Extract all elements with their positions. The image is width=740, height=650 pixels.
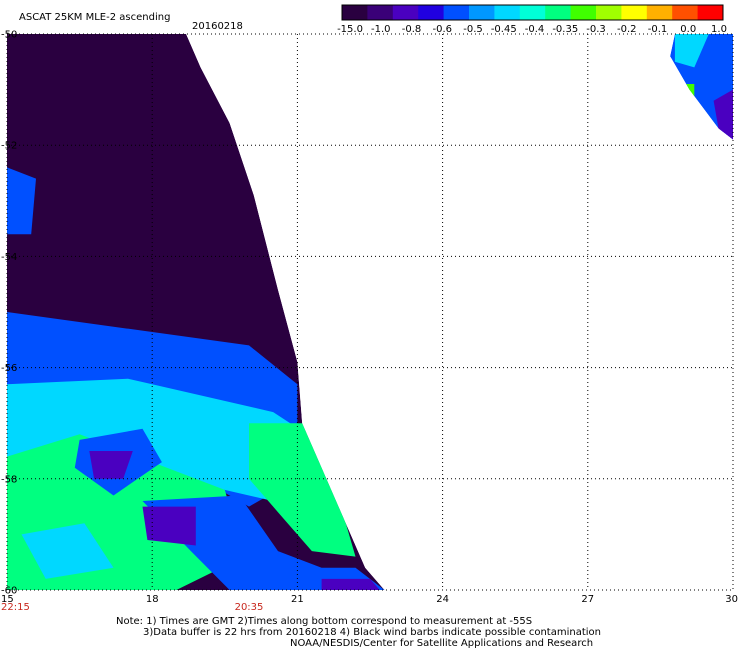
value-zone: [89, 451, 133, 479]
colorbar-label: -0.1: [648, 24, 668, 35]
time-label: 22:15: [1, 602, 30, 613]
time-labels: 22:15 20:35: [1, 602, 263, 613]
value-zone: [21, 523, 114, 579]
value-zone: [142, 495, 385, 590]
colorbar-swatch: [443, 5, 470, 20]
value-zone: [679, 84, 695, 101]
colorbar-swatch: [621, 5, 648, 20]
colorbar-swatch: [519, 5, 546, 20]
colorbar-label: -0.3: [586, 24, 606, 35]
colorbar-label: 1.0: [711, 24, 727, 35]
colorbar-label: 0.0: [680, 24, 696, 35]
colorbar-swatch: [697, 5, 724, 20]
colorbar-label: -0.35: [552, 24, 578, 35]
note-line-1: Note: 1) Times are GMT 2)Times along bot…: [116, 616, 533, 627]
value-zone: [142, 506, 196, 546]
x-tick-label: 21: [291, 594, 304, 605]
colorbar-label: -0.5: [463, 24, 483, 35]
colorbar-swatch: [342, 5, 368, 20]
value-zone: [713, 89, 733, 140]
colorbar-swatch: [494, 5, 521, 20]
colorbar-swatch: [596, 5, 622, 20]
x-tick-label: 24: [436, 594, 449, 605]
note-line-3: NOAA/NESDIS/Center for Satellite Applica…: [290, 638, 594, 649]
colorbar-swatch: [570, 5, 597, 20]
colorbar-swatch: [367, 5, 394, 20]
y-tick-label: -58: [1, 474, 17, 485]
chart-title: ASCAT 25KM MLE-2 ascending: [19, 12, 170, 23]
swath-northeast: [670, 34, 733, 140]
value-zone: [7, 167, 36, 235]
colorbar: -15.0 -1.0 -0.8 -0.6 -0.5 -0.45 -0.4 -0.35 -0.3-…: [337, 4, 727, 35]
plot-area: [6, 33, 734, 591]
colorbar-label: -0.4: [525, 24, 545, 35]
value-zone: [321, 578, 380, 590]
x-tick-label: 15: [1, 594, 14, 605]
y-tick-label: -52: [1, 141, 17, 152]
value-zone: [7, 378, 308, 507]
colorbar-swatch: [392, 5, 419, 20]
note-line-2: 3)Data buffer is 22 hrs from 20160218 4)…: [143, 627, 601, 638]
colorbar-label: -0.2: [617, 24, 637, 35]
y-tick-label: -54: [1, 252, 17, 263]
swath-main: [7, 34, 385, 590]
swath-layer: [7, 34, 733, 590]
x-tick-label: 18: [146, 594, 159, 605]
value-zone: [674, 34, 709, 68]
chart-date: 20160218: [192, 21, 243, 32]
time-label: 20:35: [235, 602, 264, 613]
colorbar-label: -1.0: [371, 24, 391, 35]
colorbar-label: -0.6: [432, 24, 452, 35]
plot-frame: [6, 33, 734, 591]
y-tick-label: -50: [1, 30, 17, 41]
colorbar-swatch: [672, 5, 699, 20]
x-axis: 15 18 21 24 27 30: [1, 594, 738, 605]
y-tick-label: -56: [1, 363, 17, 374]
x-tick-label: 27: [581, 594, 594, 605]
colorbar-label: -0.8: [402, 24, 422, 35]
y-axis: -50 -52 -54 -56 -58 -60: [1, 30, 17, 597]
colorbar-swatch: [418, 5, 445, 20]
x-tick-label: 30: [725, 594, 738, 605]
colorbar-label: -15.0: [337, 24, 363, 35]
y-tick-label: -60: [1, 586, 17, 597]
colorbar-label: -0.45: [491, 24, 517, 35]
colorbar-swatch: [646, 5, 673, 20]
colorbar-swatch: [545, 5, 572, 20]
value-zone: [249, 423, 356, 557]
colorbar-frame: [341, 4, 724, 21]
colorbar-swatch: [469, 5, 495, 20]
grid-lines: [7, 34, 733, 590]
